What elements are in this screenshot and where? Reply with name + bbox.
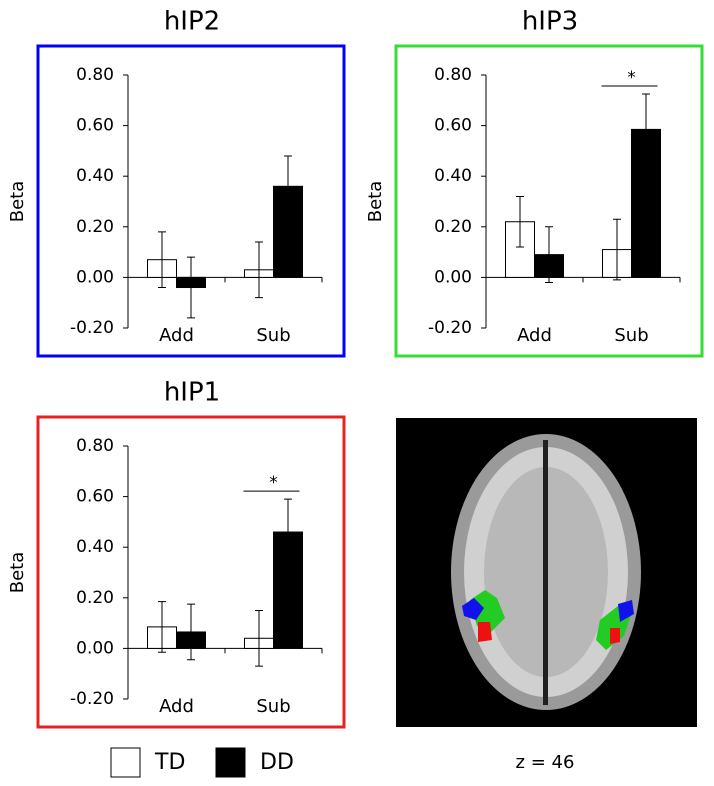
error-bar [284,155,292,218]
x-tick-label: Sub [614,325,648,346]
legend-label: DD [260,750,294,775]
error-bar [613,218,621,281]
y-tick-label: 0.20 [76,588,114,608]
significance-label: * [627,68,636,88]
x-tick-label: Sub [256,696,290,717]
legend-swatch [215,747,246,778]
error-bar [187,256,195,319]
y-axis-label: Beta [7,552,28,594]
error-bar [187,603,195,661]
y-axis-label: Beta [7,181,28,223]
y-tick-label: 0.80 [434,65,472,85]
y-tick-label: 0.40 [434,166,472,186]
error-bar [516,195,524,248]
y-tick-label: 0.00 [76,638,114,658]
y-tick-label: 0.40 [76,166,114,186]
y-tick-label: 0.60 [434,116,472,136]
y-tick-label: 0.20 [76,217,114,237]
legend-swatch [110,747,141,778]
chart-title: hIP3 [522,7,578,37]
image-caption: z = 46 [516,752,575,773]
y-tick-label: 0.40 [76,537,114,557]
brain-image [396,418,697,727]
panel-frame [36,44,346,358]
legend-label: TD [154,750,185,775]
x-tick-label: Add [159,696,194,717]
error-bar [255,241,263,299]
y-tick-label: 0.60 [76,487,114,507]
chart-title: hIP2 [164,7,220,37]
x-tick-label: Sub [256,325,290,346]
y-tick-label: 0.00 [76,267,114,287]
panel-frame [36,415,346,729]
error-bar [642,93,650,166]
y-tick-label: 0.60 [76,116,114,136]
error-bar [545,226,553,283]
y-tick-label: 0.80 [76,65,114,85]
chart-title: hIP1 [164,378,220,408]
y-tick-label: -0.20 [70,689,114,709]
y-tick-label: -0.20 [70,318,114,338]
y-axis-label: Beta [365,181,386,223]
x-tick-label: Add [517,325,552,346]
y-tick-label: 0.80 [76,436,114,456]
x-tick-label: Add [159,325,194,346]
error-bar [255,609,263,667]
error-bar [158,231,166,289]
bar [273,185,303,278]
y-tick-label: 0.20 [434,217,472,237]
y-tick-label: -0.20 [428,318,472,338]
error-bar [158,601,166,653]
panel-frame [394,44,704,358]
error-bar [284,498,292,566]
y-tick-label: 0.00 [434,267,472,287]
significance-label: * [269,473,278,493]
